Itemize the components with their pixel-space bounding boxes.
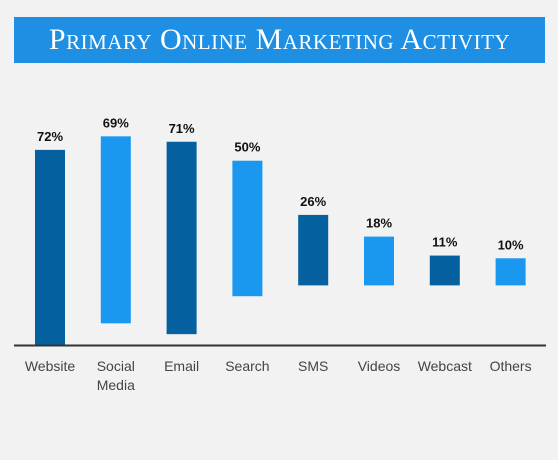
data-label: 18% <box>366 216 392 231</box>
category-label: Website <box>25 358 76 374</box>
bar-sms <box>298 214 329 286</box>
bar-website <box>35 149 65 345</box>
category-label: Others <box>490 358 532 374</box>
category-label: Webcast <box>418 358 472 374</box>
bar-social-media <box>100 136 131 324</box>
data-label: 69% <box>103 115 129 130</box>
data-label: 71% <box>169 121 195 136</box>
category-label: Email <box>164 358 199 374</box>
category-label: Videos <box>358 358 401 374</box>
bar-email <box>166 141 197 335</box>
category-label: Social <box>97 358 135 374</box>
data-label: 50% <box>234 140 260 155</box>
data-label: 72% <box>37 129 63 144</box>
bar-videos <box>364 236 394 286</box>
category-label: SMS <box>298 358 328 374</box>
data-label: 10% <box>498 237 524 252</box>
chart-title: Primary Online Marketing Activity <box>48 23 511 56</box>
category-label: Search <box>225 358 269 374</box>
bar-webcast <box>429 255 460 286</box>
data-label: 11% <box>432 235 458 250</box>
bar-others <box>495 258 526 286</box>
category-label: Media <box>97 377 135 393</box>
data-label: 26% <box>300 194 326 209</box>
chart-title-banner: Primary Online Marketing Activity <box>14 17 545 63</box>
bar-search <box>232 160 263 297</box>
